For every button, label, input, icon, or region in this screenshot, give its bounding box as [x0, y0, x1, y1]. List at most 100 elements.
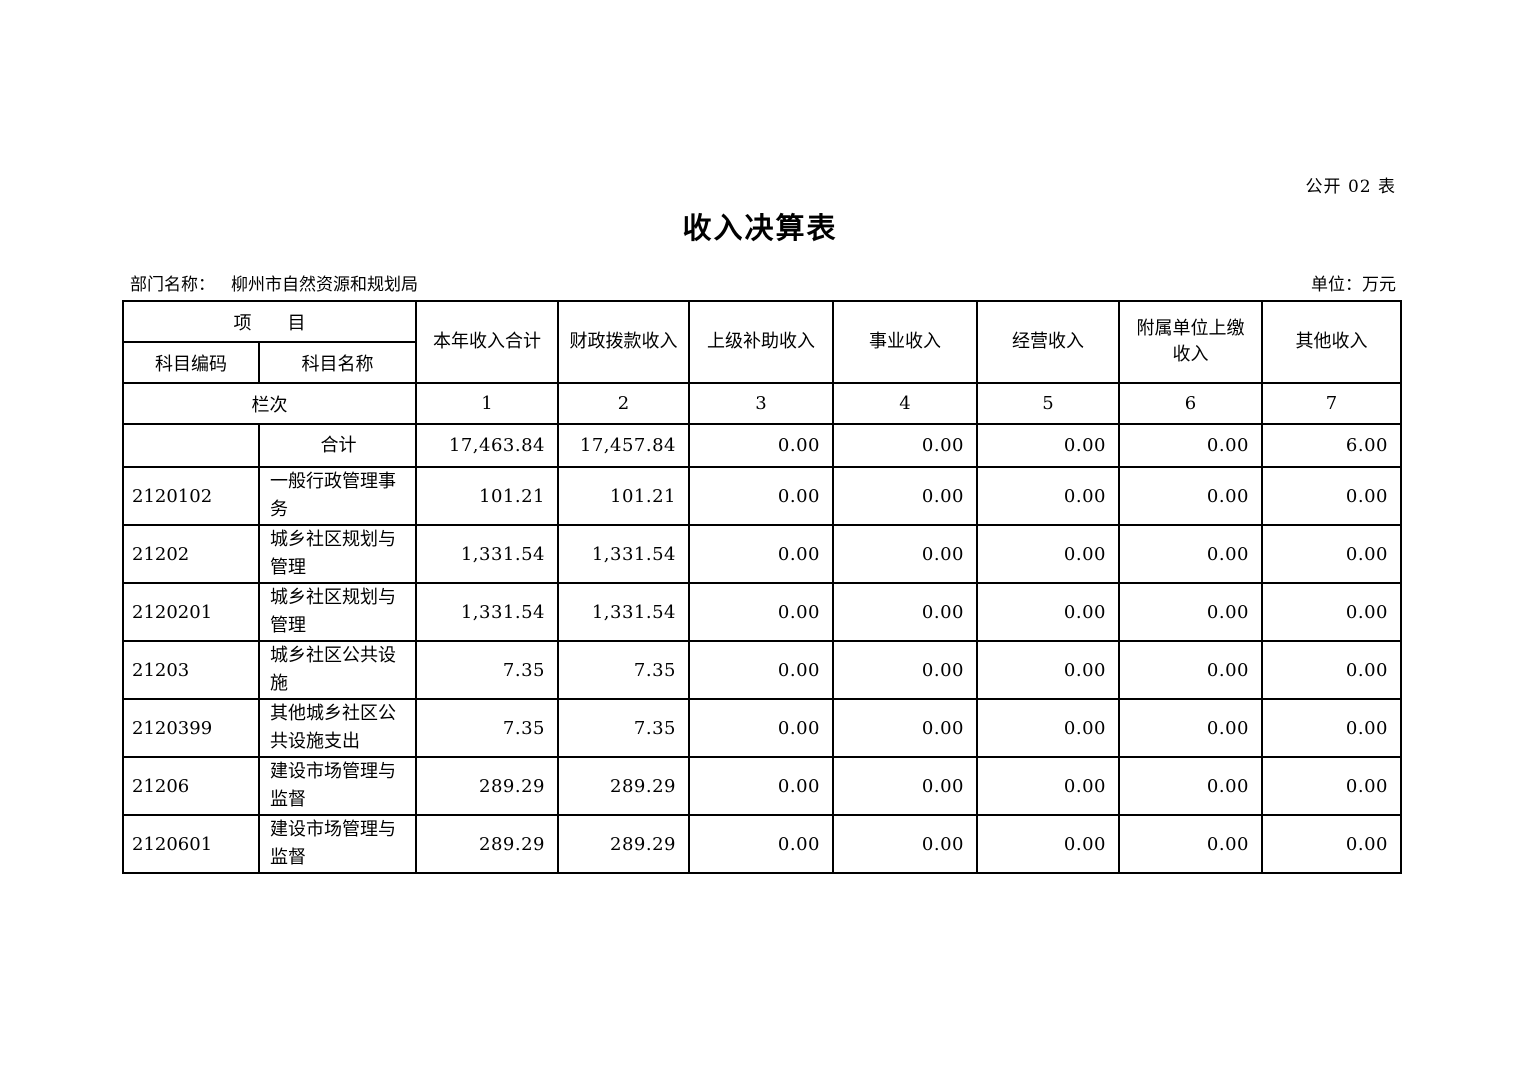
row-code: 21206: [122, 756, 260, 816]
row-value: 0.00: [832, 814, 978, 874]
header-subject-code: 科目编码: [122, 341, 260, 384]
row-value: 0.00: [976, 756, 1120, 816]
row-value: 17,457.84: [557, 423, 690, 468]
row-value: 0.00: [832, 756, 978, 816]
row-value: 289.29: [557, 814, 690, 874]
row-value: 0.00: [688, 524, 834, 584]
department-line: 部门名称： 柳州市自然资源和规划局: [130, 270, 418, 295]
row-name: 其他城乡社区公共设施支出: [258, 698, 417, 758]
row-value: 0.00: [688, 466, 834, 526]
row-value: 6.00: [1261, 423, 1402, 468]
row-value: 0.00: [1261, 698, 1402, 758]
index-col-3: 3: [688, 382, 834, 425]
table-row-total: 合计 17,463.84 17,457.84 0.00 0.00 0.00 0.…: [122, 423, 1402, 468]
department-label: 部门名称：: [130, 275, 215, 295]
row-value: 7.35: [415, 640, 559, 700]
row-value: 0.00: [1118, 698, 1263, 758]
row-name: 城乡社区规划与管理: [258, 524, 417, 584]
form-number-label: 公开 02 表: [1305, 177, 1396, 197]
index-col-1: 1: [415, 382, 559, 425]
row-value: 0.00: [976, 640, 1120, 700]
row-value: 0.00: [1261, 466, 1402, 526]
header-col-annual-total: 本年收入合计: [415, 300, 559, 384]
row-value: 0.00: [1118, 582, 1263, 642]
page-title: 收入决算表: [682, 211, 838, 245]
row-code: 2120399: [122, 698, 260, 758]
row-value: 0.00: [1261, 814, 1402, 874]
row-value: 7.35: [557, 640, 690, 700]
row-name: 建设市场管理与监督: [258, 814, 417, 874]
row-value: 0.00: [976, 466, 1120, 526]
row-value: 0.00: [1118, 640, 1263, 700]
header-col-superior-subsidy: 上级补助收入: [688, 300, 834, 384]
index-label: 栏次: [122, 382, 417, 425]
row-value: 0.00: [688, 756, 834, 816]
row-name: 城乡社区规划与管理: [258, 582, 417, 642]
row-value: 0.00: [688, 814, 834, 874]
header-item-group: 项 目: [122, 300, 417, 343]
row-code: 2120201: [122, 582, 260, 642]
row-value: 0.00: [832, 524, 978, 584]
row-value: 0.00: [976, 524, 1120, 584]
row-value: 289.29: [415, 756, 559, 816]
table-row: 2120601 建设市场管理与监督 289.29 289.29 0.00 0.0…: [122, 814, 1402, 874]
row-value: 289.29: [415, 814, 559, 874]
row-value: 0.00: [1261, 756, 1402, 816]
row-code: 2120601: [122, 814, 260, 874]
header-col-other-income: 其他收入: [1261, 300, 1402, 384]
table-row: 2120102 一般行政管理事务 101.21 101.21 0.00 0.00…: [122, 466, 1402, 526]
row-value: 7.35: [557, 698, 690, 758]
row-value: 0.00: [976, 698, 1120, 758]
row-name: 城乡社区公共设施: [258, 640, 417, 700]
row-value: 0.00: [1118, 423, 1263, 468]
row-code: 2120102: [122, 466, 260, 526]
index-col-7: 7: [1261, 382, 1402, 425]
row-value: 1,331.54: [415, 582, 559, 642]
row-value: 0.00: [1261, 640, 1402, 700]
header-col-fiscal-appropriation: 财政拨款收入: [557, 300, 690, 384]
table-row: 2120399 其他城乡社区公共设施支出 7.35 7.35 0.00 0.00…: [122, 698, 1402, 758]
table-row: 21203 城乡社区公共设施 7.35 7.35 0.00 0.00 0.00 …: [122, 640, 1402, 700]
row-value: 1,331.54: [557, 524, 690, 584]
table-row: 21206 建设市场管理与监督 289.29 289.29 0.00 0.00 …: [122, 756, 1402, 816]
row-value: 0.00: [832, 640, 978, 700]
index-col-6: 6: [1118, 382, 1263, 425]
index-col-4: 4: [832, 382, 978, 425]
row-value: 0.00: [688, 698, 834, 758]
row-value: 0.00: [832, 466, 978, 526]
row-value: 289.29: [557, 756, 690, 816]
row-value: 0.00: [688, 640, 834, 700]
row-value: 101.21: [557, 466, 690, 526]
row-name: 建设市场管理与监督: [258, 756, 417, 816]
row-value: 0.00: [688, 423, 834, 468]
row-value: 0.00: [976, 423, 1120, 468]
header-col-business-income: 事业收入: [832, 300, 978, 384]
row-value: 0.00: [976, 814, 1120, 874]
row-value: 101.21: [415, 466, 559, 526]
row-value: 0.00: [1261, 582, 1402, 642]
row-value: 0.00: [976, 582, 1120, 642]
row-code: 21202: [122, 524, 260, 584]
row-value: 0.00: [1118, 814, 1263, 874]
unit-label: 单位：万元: [1311, 275, 1396, 295]
row-value: 0.00: [1118, 524, 1263, 584]
column-index-row: 栏次 1 2 3 4 5 6 7: [122, 382, 1402, 425]
row-value: 1,331.54: [415, 524, 559, 584]
row-value: 0.00: [1261, 524, 1402, 584]
header-subject-name: 科目名称: [258, 341, 417, 384]
table-row: 2120201 城乡社区规划与管理 1,331.54 1,331.54 0.00…: [122, 582, 1402, 642]
row-value: 0.00: [688, 582, 834, 642]
row-value: 1,331.54: [557, 582, 690, 642]
header-col-affiliated-unit-remittance: 附属单位上缴 收入: [1118, 300, 1263, 384]
income-final-accounts-table: 项 目 本年收入合计 财政拨款收入 上级补助收入 事业收入 经营收入 附属单位上…: [122, 300, 1402, 874]
index-col-5: 5: [976, 382, 1120, 425]
department-value: 柳州市自然资源和规划局: [231, 275, 418, 295]
row-code: [122, 423, 260, 468]
header-col-operating-income: 经营收入: [976, 300, 1120, 384]
row-value: 0.00: [832, 423, 978, 468]
header-row-item-group: 项 目 本年收入合计 财政拨款收入 上级补助收入 事业收入 经营收入 附属单位上…: [122, 300, 1402, 384]
index-col-2: 2: [557, 382, 690, 425]
row-value: 17,463.84: [415, 423, 559, 468]
table-row: 21202 城乡社区规划与管理 1,331.54 1,331.54 0.00 0…: [122, 524, 1402, 584]
